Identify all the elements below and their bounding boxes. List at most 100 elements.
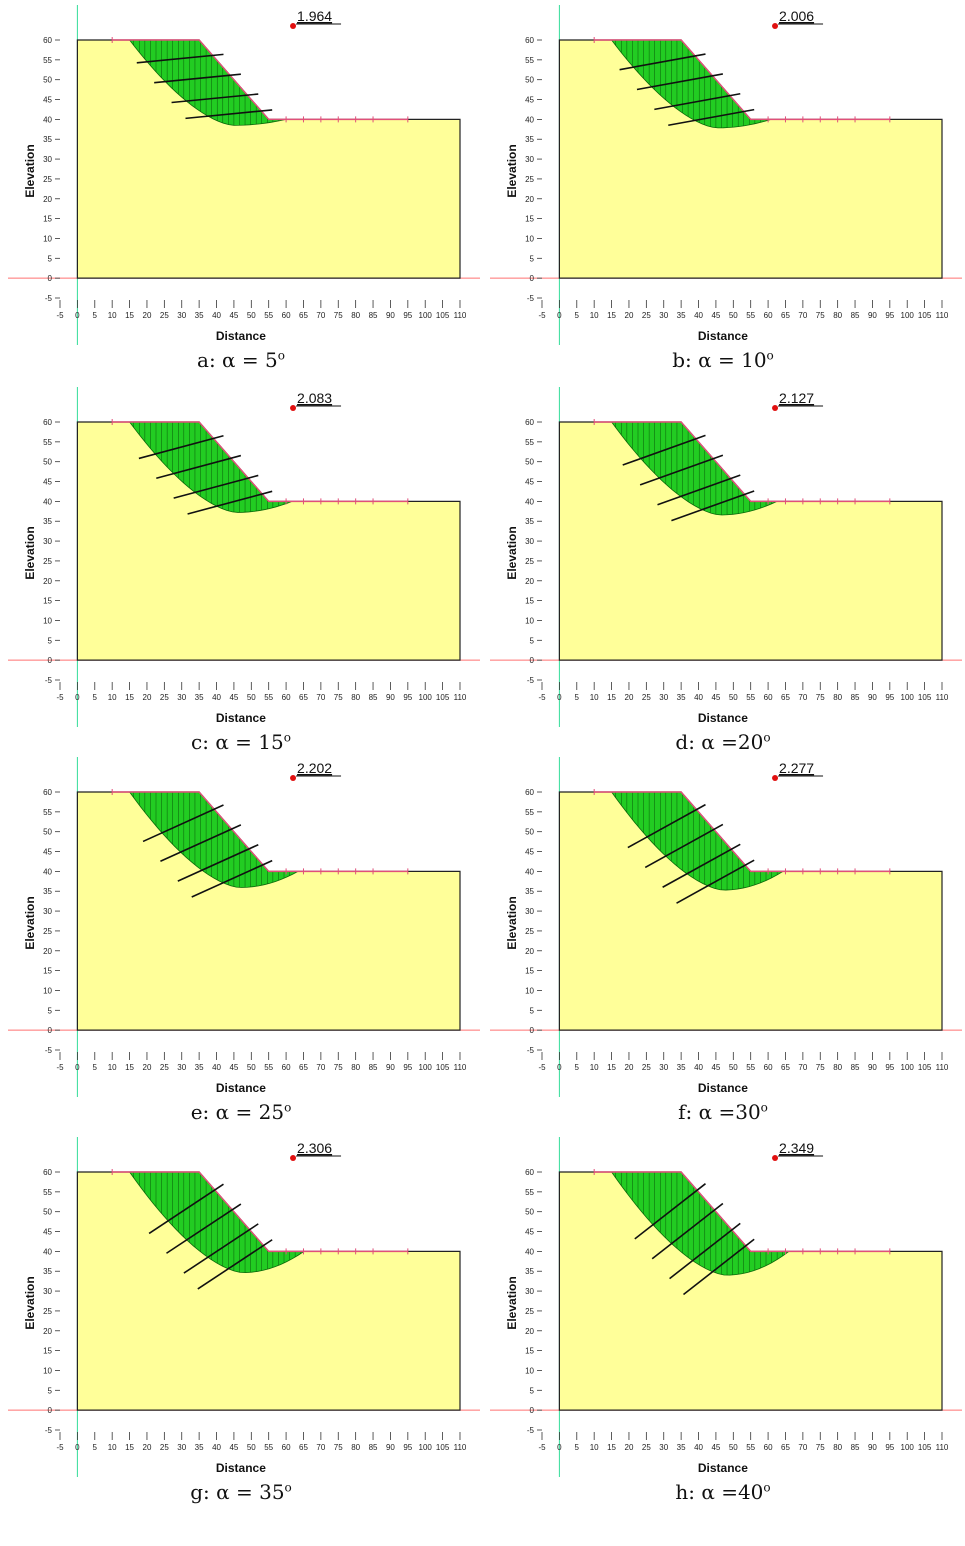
y-tick-label: 50 — [43, 458, 52, 467]
x-tick-label: 30 — [177, 693, 186, 702]
caption-text: h: α =40 — [675, 1480, 764, 1504]
soil-nail-3 — [183, 1223, 259, 1274]
x-tick-label: 70 — [316, 311, 325, 320]
y-axis-title: Elevation — [23, 896, 37, 949]
slip-center-point — [290, 1155, 297, 1161]
x-tick-label: 45 — [229, 1443, 238, 1452]
y-tick-label: 25 — [43, 557, 52, 566]
x-tick-label: -5 — [538, 1443, 546, 1452]
x-tick-label: 100 — [901, 1063, 915, 1072]
panel-caption: h: α =40o — [482, 1480, 964, 1504]
y-tick-label: 55 — [43, 1188, 52, 1197]
y-tick-label: 10 — [525, 234, 534, 243]
x-tick-label: 110 — [936, 1443, 949, 1452]
y-tick-label: 30 — [525, 155, 534, 164]
x-tick-label: 60 — [764, 1063, 773, 1072]
x-tick-label: 65 — [299, 693, 308, 702]
x-tick-label: 110 — [454, 1443, 467, 1452]
slip-center-point — [772, 775, 779, 781]
x-tick-label: 0 — [557, 1063, 562, 1072]
x-tick-label: 80 — [351, 693, 360, 702]
x-tick-label: 60 — [764, 693, 773, 702]
caption-text: f: α =30 — [678, 1100, 761, 1124]
y-tick-label: -5 — [527, 1046, 535, 1055]
y-tick-label: 5 — [48, 254, 53, 263]
degree-symbol: o — [284, 1100, 292, 1115]
x-tick-label: 105 — [436, 311, 450, 320]
factor-of-safety-label: 2.349 — [779, 1140, 814, 1156]
y-tick-label: 50 — [525, 1208, 534, 1217]
y-tick-label: 0 — [48, 1406, 53, 1415]
x-tick-label: 25 — [160, 1443, 169, 1452]
soil-nail-1 — [622, 434, 706, 466]
soil-nail-4 — [668, 108, 755, 127]
y-tick-label: 55 — [525, 1188, 534, 1197]
y-tick-label: -5 — [527, 1426, 535, 1435]
x-tick-label: 90 — [868, 311, 877, 320]
x-tick-label: 30 — [659, 1443, 668, 1452]
x-tick-label: 95 — [403, 693, 412, 702]
y-tick-label: 35 — [525, 887, 534, 896]
x-axis-title: Distance — [216, 329, 266, 343]
x-tick-label: -5 — [56, 693, 64, 702]
x-axis-title: Distance — [216, 711, 266, 725]
x-tick-label: 90 — [868, 1443, 877, 1452]
soil-nail-4 — [191, 859, 273, 898]
x-tick-label: 50 — [729, 693, 738, 702]
x-tick-label: 75 — [816, 1063, 825, 1072]
x-tick-label: 40 — [694, 1063, 703, 1072]
slope-stability-diagram: 2.083 -5 0 5 10 15 20 25 30 35 40 45 50 55 60 -5 0 5 10 15 2… — [8, 387, 480, 727]
x-tick-label: 40 — [212, 311, 221, 320]
x-tick-label: 100 — [419, 1443, 433, 1452]
y-tick-label: 10 — [43, 234, 52, 243]
x-tick-label: 40 — [212, 1443, 221, 1452]
x-tick-label: 50 — [729, 1063, 738, 1072]
y-tick-label: 45 — [43, 1228, 52, 1237]
x-tick-label: 10 — [108, 693, 117, 702]
x-tick-label: 5 — [575, 1443, 580, 1452]
x-tick-label: 35 — [195, 1063, 204, 1072]
x-tick-label: 75 — [816, 1443, 825, 1452]
x-tick-label: 45 — [711, 1063, 720, 1072]
x-tick-label: 45 — [711, 311, 720, 320]
x-tick-label: 45 — [229, 1063, 238, 1072]
x-tick-label: 10 — [590, 311, 599, 320]
x-tick-label: 110 — [936, 1063, 949, 1072]
y-tick-label: 5 — [530, 636, 535, 645]
factor-of-safety-label: 2.083 — [297, 390, 332, 406]
y-tick-label: 0 — [530, 274, 535, 283]
y-tick-label: 40 — [43, 497, 52, 506]
x-tick-label: 80 — [351, 1443, 360, 1452]
x-tick-label: 55 — [746, 1443, 755, 1452]
y-tick-label: 20 — [525, 947, 534, 956]
y-tick-label: 15 — [525, 1347, 534, 1356]
y-tick-label: 25 — [43, 175, 52, 184]
y-tick-label: 15 — [43, 597, 52, 606]
y-tick-label: 60 — [43, 36, 52, 45]
x-tick-label: 0 — [75, 693, 80, 702]
y-tick-label: 15 — [525, 215, 534, 224]
x-tick-label: 30 — [659, 693, 668, 702]
degree-symbol: o — [284, 1480, 292, 1495]
y-tick-label: 55 — [525, 56, 534, 65]
x-tick-label: 10 — [108, 1443, 117, 1452]
y-tick-label: 35 — [43, 887, 52, 896]
x-tick-label: 85 — [851, 311, 860, 320]
x-axis-title: Distance — [698, 1461, 748, 1475]
x-tick-label: 20 — [625, 311, 634, 320]
y-tick-label: 25 — [525, 175, 534, 184]
x-tick-label: 90 — [868, 1063, 877, 1072]
panel-h: 2.349 -5 0 5 10 15 20 25 30 35 40 45 50 55 60 -5 0 5 10 15 2… — [482, 1132, 964, 1518]
x-tick-label: 85 — [851, 1443, 860, 1452]
x-tick-label: 60 — [282, 693, 291, 702]
y-tick-label: 20 — [525, 1327, 534, 1336]
y-tick-label: 45 — [525, 96, 534, 105]
y-tick-label: 35 — [43, 135, 52, 144]
y-tick-label: 5 — [530, 254, 535, 263]
y-tick-label: 50 — [43, 828, 52, 837]
x-tick-label: 10 — [108, 1063, 117, 1072]
y-tick-label: 20 — [43, 195, 52, 204]
slope-stability-diagram: 2.127 -5 0 5 10 15 20 25 30 35 40 45 50 55 60 -5 0 5 10 15 2… — [490, 387, 962, 727]
x-tick-label: 30 — [177, 1063, 186, 1072]
panel-caption: c: α = 15o — [0, 730, 482, 754]
